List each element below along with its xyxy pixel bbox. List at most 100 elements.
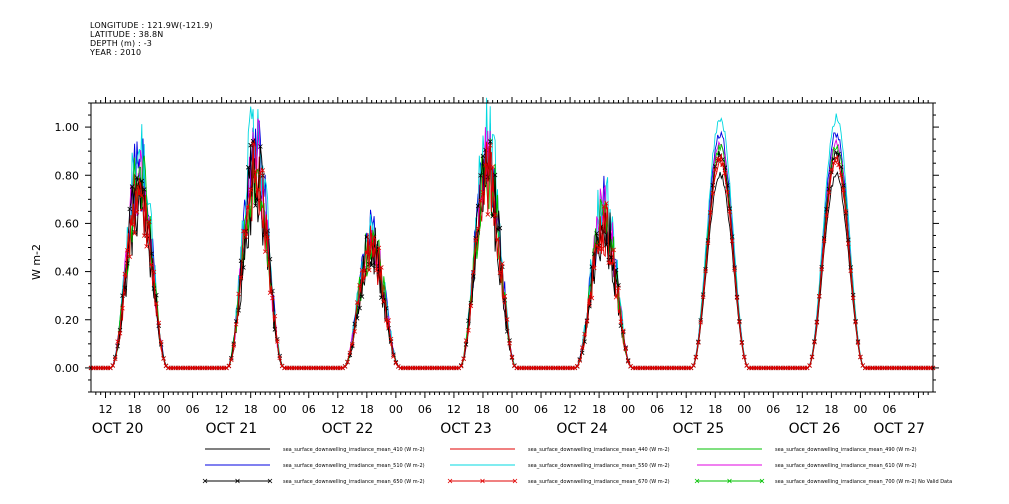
series-marker xyxy=(379,265,384,270)
series-marker xyxy=(456,365,462,371)
series-marker xyxy=(710,190,716,196)
x-hour-label: 06 xyxy=(882,403,896,416)
legend-marker xyxy=(694,478,700,484)
series-marker xyxy=(858,354,863,360)
series-marker xyxy=(258,144,263,149)
series-marker xyxy=(618,319,624,324)
series-marker xyxy=(729,238,735,244)
series-marker xyxy=(388,336,394,342)
series-marker xyxy=(848,268,854,273)
x-hour-label: 18 xyxy=(592,403,606,416)
series-marker xyxy=(594,231,599,236)
x-hour-label: 00 xyxy=(621,403,635,416)
series-marker xyxy=(381,299,387,304)
y-tick-label: 0.40 xyxy=(55,266,80,279)
series-marker xyxy=(248,142,253,148)
series-marker xyxy=(601,204,607,209)
series-marker xyxy=(134,175,140,180)
x-hour-label: 00 xyxy=(157,403,171,416)
series-marker xyxy=(383,305,389,311)
series-marker xyxy=(393,360,399,366)
series-marker xyxy=(362,268,367,274)
series-marker xyxy=(231,343,237,348)
series-marker xyxy=(739,340,745,346)
series-marker xyxy=(720,162,725,168)
series-marker xyxy=(125,248,130,253)
series-marker xyxy=(826,190,832,195)
series-marker xyxy=(354,300,360,305)
series-line xyxy=(91,138,933,369)
series-marker xyxy=(732,267,737,272)
series-group xyxy=(88,97,936,371)
series-marker xyxy=(112,354,118,360)
x-hour-label: 06 xyxy=(186,403,200,416)
series-marker xyxy=(115,339,120,344)
x-day-label: OCT 21 xyxy=(206,421,258,437)
legend-label: sea_surface_downwelling_irradiance_mean_… xyxy=(528,479,670,485)
series-marker xyxy=(122,271,128,277)
series-marker xyxy=(229,357,234,363)
series-marker xyxy=(628,363,633,369)
series-marker xyxy=(703,268,708,274)
series-marker xyxy=(154,301,159,306)
series-marker xyxy=(693,355,699,360)
series-line xyxy=(91,138,933,369)
legend-label: sea_surface_downwelling_irradiance_mean_… xyxy=(528,447,670,453)
x-hour-label: 00 xyxy=(389,403,403,416)
series-marker xyxy=(471,269,476,275)
series-marker xyxy=(575,363,580,369)
series-marker xyxy=(161,356,166,361)
legend-marker xyxy=(759,478,765,484)
series-marker xyxy=(591,251,597,257)
series-marker xyxy=(466,328,471,333)
series-marker xyxy=(112,356,118,362)
series-marker xyxy=(572,365,578,371)
series-marker xyxy=(132,231,137,236)
series-marker xyxy=(584,319,590,324)
series-marker xyxy=(737,319,742,325)
series-marker xyxy=(233,321,239,327)
y-tick-label: 0.20 xyxy=(55,314,80,327)
series-marker xyxy=(120,293,125,298)
x-hour-label: 12 xyxy=(563,403,577,416)
x-hour-label: 18 xyxy=(244,403,258,416)
latitude-text: LATITUDE : 38.8N xyxy=(90,30,164,39)
series-marker xyxy=(613,294,619,300)
series-marker xyxy=(110,363,116,368)
series-marker xyxy=(253,203,258,208)
series-marker xyxy=(816,293,822,299)
series-marker xyxy=(497,270,503,275)
x-hour-label: 18 xyxy=(360,403,374,416)
series-marker xyxy=(461,356,466,362)
series-marker xyxy=(841,187,846,193)
series-marker xyxy=(475,226,481,231)
series-marker xyxy=(577,358,583,363)
series-marker xyxy=(137,191,142,197)
series-marker xyxy=(490,213,495,219)
series-marker xyxy=(352,329,358,334)
series-marker xyxy=(260,168,266,173)
series-marker xyxy=(725,189,730,195)
series-marker xyxy=(275,339,280,344)
series-marker xyxy=(833,150,839,155)
legend-label: sea_surface_downwelling_irradiance_mean_… xyxy=(283,447,425,453)
series-marker xyxy=(824,206,829,212)
legend-marker xyxy=(512,478,518,484)
series-marker xyxy=(495,236,500,242)
series-marker xyxy=(487,143,493,148)
series-marker xyxy=(129,222,135,227)
series-marker xyxy=(134,209,140,215)
series-marker xyxy=(359,294,365,299)
depth-text: DEPTH (m) : -3 xyxy=(90,39,153,48)
series-marker xyxy=(468,303,474,309)
x-hour-label: 06 xyxy=(302,403,316,416)
legend-label: sea_surface_downwelling_irradiance_mean_… xyxy=(775,447,917,453)
series-marker xyxy=(267,290,273,296)
series-marker xyxy=(347,350,353,356)
series-marker xyxy=(809,354,815,360)
series-marker xyxy=(350,342,355,347)
series-marker xyxy=(579,350,585,356)
series-marker xyxy=(369,263,374,268)
series-marker xyxy=(623,346,629,352)
series-marker xyxy=(463,338,469,343)
